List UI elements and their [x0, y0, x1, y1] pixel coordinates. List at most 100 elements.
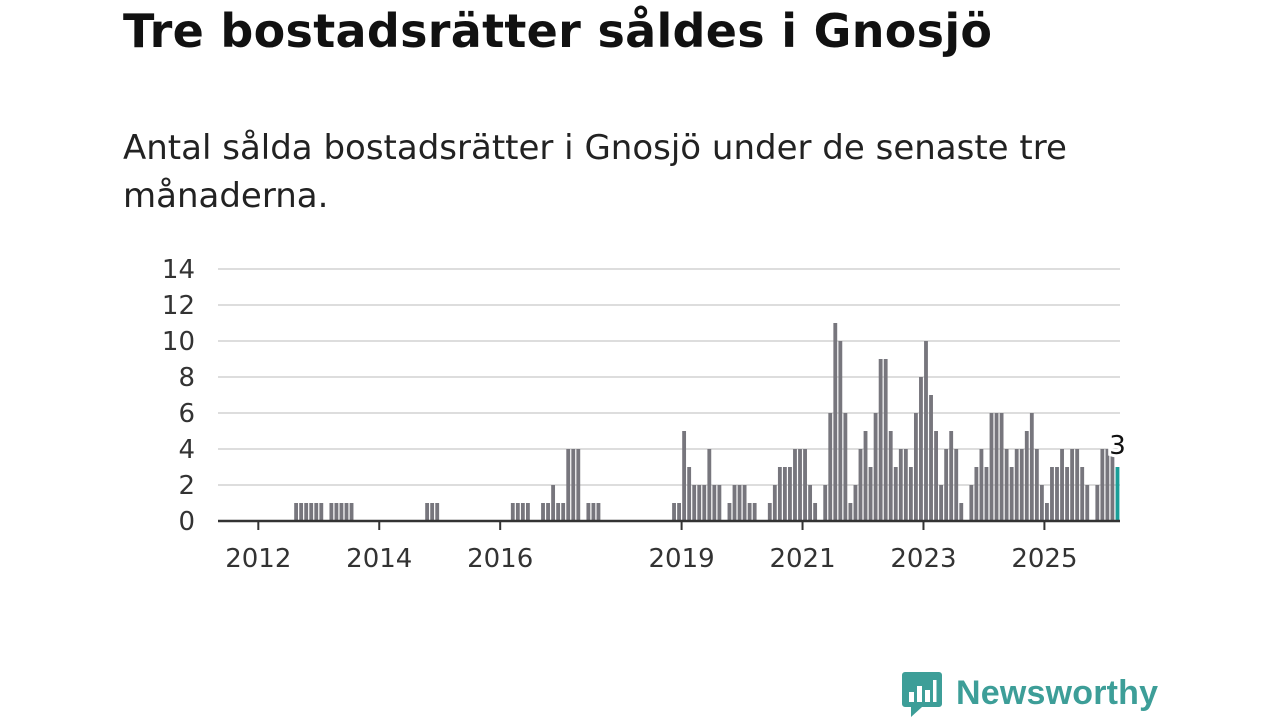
newsworthy-logo-icon — [902, 672, 942, 717]
y-tick-label: 2 — [178, 471, 195, 501]
newsworthy-brand: Newsworthy — [902, 668, 1158, 718]
bar — [702, 485, 707, 521]
bar — [858, 449, 863, 521]
bar — [1100, 449, 1105, 521]
x-axis-tick-labels: 2012 2014 2016 2019 2021 2023 2025 — [225, 544, 1077, 574]
bar — [304, 503, 309, 521]
x-axis — [218, 519, 1120, 530]
bar — [692, 485, 697, 521]
bar — [299, 503, 304, 521]
bar — [576, 449, 581, 521]
x-tick-label: 2023 — [890, 544, 956, 574]
bar — [1045, 503, 1049, 521]
bar — [747, 503, 752, 521]
bar — [309, 503, 314, 521]
bar — [924, 341, 928, 521]
chart-subtitle: Antal sålda bostadsrätter i Gnosjö under… — [123, 128, 1067, 216]
x-tick-label: 2016 — [467, 544, 533, 574]
bar — [510, 503, 515, 521]
bar — [712, 485, 717, 521]
bar — [913, 413, 918, 521]
bar — [1050, 467, 1054, 521]
y-axis-tick-labels: 0 2 4 6 8 10 12 14 — [162, 255, 195, 537]
bar — [687, 467, 692, 521]
bar — [752, 503, 757, 521]
x-tick-label: 2021 — [769, 544, 835, 574]
bar — [435, 503, 440, 521]
bar — [823, 485, 828, 521]
bar — [1095, 485, 1100, 521]
x-tick-label: 2019 — [649, 544, 715, 574]
bar — [929, 395, 933, 521]
bar — [959, 503, 964, 521]
bar — [1110, 449, 1115, 521]
bar — [672, 503, 676, 521]
bar — [319, 503, 324, 521]
bar — [561, 503, 566, 521]
bar — [888, 431, 893, 521]
bar — [908, 467, 913, 521]
bar — [777, 467, 782, 521]
bar — [1024, 431, 1029, 521]
bar — [838, 341, 843, 521]
bar — [525, 503, 530, 521]
highlight-value-label: 3 — [1109, 431, 1126, 461]
bar — [677, 503, 681, 521]
x-tick-label: 2014 — [346, 544, 412, 574]
bar — [782, 467, 787, 521]
bar — [999, 413, 1004, 521]
grid-lines — [218, 268, 1120, 486]
bar — [546, 503, 550, 521]
bar — [798, 449, 802, 521]
bar — [1009, 467, 1014, 521]
bar — [1039, 485, 1044, 521]
bar — [515, 503, 520, 521]
y-tick-label: 0 — [178, 507, 195, 537]
bar — [934, 431, 938, 521]
bar — [697, 485, 702, 521]
highlight-annotation: 3 — [1106, 428, 1129, 464]
bar — [893, 467, 898, 521]
bar — [939, 485, 944, 521]
bar — [883, 359, 888, 521]
bar — [425, 503, 430, 521]
y-tick-label: 12 — [162, 291, 195, 321]
bar — [344, 503, 349, 521]
bar — [919, 377, 923, 521]
bar — [314, 503, 319, 521]
bar — [989, 413, 994, 521]
bar — [813, 503, 818, 521]
y-tick-label: 14 — [162, 255, 195, 285]
bar — [1029, 413, 1034, 521]
bar — [339, 503, 344, 521]
bar — [541, 503, 545, 521]
bar — [944, 449, 949, 521]
bar — [732, 485, 737, 521]
bar — [984, 467, 989, 521]
bar — [898, 449, 903, 521]
bar — [1105, 449, 1110, 521]
bar — [833, 323, 838, 521]
y-tick-label: 6 — [178, 399, 195, 429]
bar — [717, 485, 722, 521]
bar — [556, 503, 561, 521]
bar — [969, 485, 974, 521]
bar — [772, 485, 777, 521]
bar — [520, 503, 525, 521]
y-tick-label: 4 — [178, 435, 195, 465]
bar-series — [294, 323, 1120, 521]
bar — [793, 449, 797, 521]
bar — [954, 449, 959, 521]
bar — [803, 449, 807, 521]
bar — [1019, 449, 1024, 521]
bar — [329, 503, 334, 521]
bar — [949, 431, 954, 521]
brand-name: Newsworthy — [956, 673, 1159, 712]
bar — [349, 503, 354, 521]
bar — [873, 413, 878, 521]
bar — [571, 449, 576, 521]
bar — [1065, 467, 1070, 521]
bar — [682, 431, 687, 521]
bar — [586, 503, 591, 521]
